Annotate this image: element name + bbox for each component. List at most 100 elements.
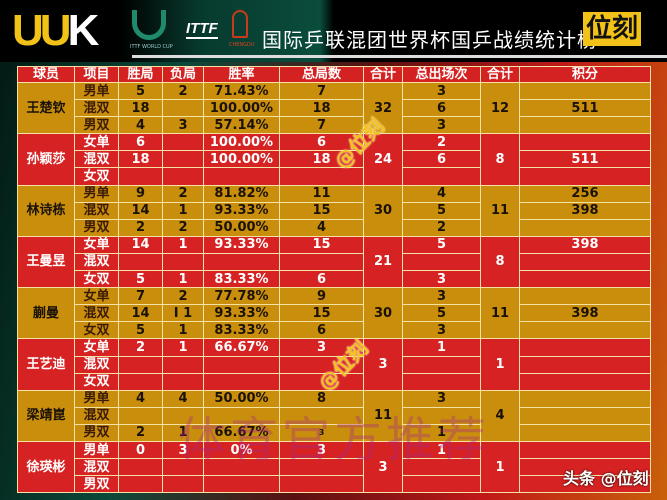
win-rate-cell: 93.33% bbox=[203, 201, 280, 220]
won-cell bbox=[118, 167, 163, 186]
won-cell: 5 bbox=[118, 81, 163, 101]
lost-cell: 1 bbox=[162, 338, 204, 357]
appearances-cell: 4 bbox=[402, 184, 481, 203]
brand-logo: 位刻 bbox=[583, 12, 642, 46]
appearances-total-cell: 1 bbox=[480, 440, 520, 494]
games-cell: 3 bbox=[279, 440, 364, 460]
lost-cell: I 1 bbox=[162, 304, 204, 323]
lost-cell bbox=[162, 133, 204, 152]
appearances-cell bbox=[402, 167, 481, 186]
table-row: 男双 4 3 57.14% 7 3 bbox=[18, 116, 651, 135]
games-cell: 11 bbox=[279, 184, 364, 203]
win-rate-cell: 71.43% bbox=[203, 81, 280, 101]
won-cell: 14 bbox=[118, 201, 163, 220]
divider bbox=[132, 55, 667, 58]
games-cell: 6 bbox=[279, 270, 364, 289]
won-cell: 14 bbox=[118, 304, 163, 323]
won-cell: 18 bbox=[118, 150, 163, 169]
table-row: 女双 5 1 83.33% 6 3 bbox=[18, 270, 651, 289]
win-rate-cell: 93.33% bbox=[203, 235, 280, 254]
watermark-faint: 体育官方推荐 bbox=[178, 412, 491, 468]
games-cell bbox=[279, 475, 364, 494]
appearances-total-cell: 8 bbox=[480, 235, 520, 289]
source-watermark: 头条 @位刻 bbox=[563, 469, 649, 488]
games-cell: 9 bbox=[279, 287, 364, 306]
won-cell bbox=[118, 475, 163, 494]
table-row: 王曼昱 女单 14 1 93.33% 15 21 5 8 398 bbox=[17, 235, 651, 289]
points-cell: 398 bbox=[519, 201, 651, 220]
games-total-cell: 3 bbox=[363, 440, 403, 494]
lost-cell bbox=[162, 167, 204, 186]
appearances-cell: 6 bbox=[402, 150, 481, 169]
player-name: 王楚钦 bbox=[17, 81, 75, 135]
table-row: 男双 2 2 50.00% 4 2 bbox=[18, 218, 651, 237]
games-cell: 15 bbox=[279, 235, 364, 254]
table-row: 混双 bbox=[18, 252, 651, 272]
win-rate-cell: 100.00% bbox=[203, 133, 280, 152]
table-row: 混双 bbox=[18, 355, 651, 374]
appearances-cell: 2 bbox=[402, 133, 481, 152]
points-cell: 256 bbox=[519, 184, 651, 203]
games-cell bbox=[279, 406, 364, 425]
event-cell: 女双 bbox=[74, 167, 119, 186]
games-cell: 3 bbox=[279, 338, 364, 357]
table-row: 女双 bbox=[18, 167, 651, 186]
win-rate-cell bbox=[203, 355, 280, 374]
appearances-cell: 3 bbox=[402, 389, 481, 408]
win-rate-cell: 57.14% bbox=[203, 116, 280, 135]
ittf-logo: ITTF bbox=[186, 20, 218, 39]
event-cell: 男双 bbox=[74, 218, 119, 237]
player-name: 徐瑛彬 bbox=[17, 440, 75, 494]
header-row: 球员 项目 胜局 负局 胜率 总局数 合计 总出场次 合计 积分 bbox=[17, 66, 651, 83]
games-cell bbox=[279, 252, 364, 272]
chengdu-logo bbox=[232, 10, 248, 38]
table-row: 林诗栋 男单 9 2 81.82% 11 30 4 11 256 bbox=[17, 184, 651, 237]
player-name: 蒯曼 bbox=[17, 287, 75, 340]
player-name: 林诗栋 bbox=[17, 184, 75, 237]
win-rate-cell: 50.00% bbox=[203, 389, 280, 408]
games-cell: 18 bbox=[279, 99, 364, 118]
points-cell bbox=[519, 252, 651, 272]
games-total-cell: 30 bbox=[363, 287, 403, 340]
lost-cell bbox=[162, 150, 204, 169]
points-cell bbox=[519, 372, 651, 391]
column-header: 负局 bbox=[162, 66, 204, 83]
appearances-cell: 3 bbox=[402, 270, 481, 289]
event-cell: 女双 bbox=[74, 270, 119, 289]
points-cell bbox=[519, 458, 651, 477]
event-cell: 男双 bbox=[74, 423, 119, 442]
won-cell: 2 bbox=[118, 338, 163, 357]
table-row: 混双 bbox=[18, 458, 651, 477]
games-cell: 15 bbox=[279, 201, 364, 220]
games-cell: 7 bbox=[279, 116, 364, 135]
appearances-total-cell: 8 bbox=[480, 133, 520, 186]
lost-cell bbox=[162, 458, 204, 477]
games-cell bbox=[279, 167, 364, 186]
lost-cell bbox=[162, 372, 204, 391]
event-cell: 混双 bbox=[74, 150, 119, 169]
games-cell: 4 bbox=[279, 218, 364, 237]
lost-cell bbox=[162, 355, 204, 374]
win-rate-cell: 50.00% bbox=[203, 218, 280, 237]
table-row: 混双 18 100.00% 18 6 511 bbox=[18, 99, 651, 118]
column-header: 胜局 bbox=[118, 66, 163, 83]
won-cell: 18 bbox=[118, 99, 163, 118]
appearances-cell: 5 bbox=[402, 304, 481, 323]
points-cell bbox=[519, 321, 651, 340]
win-rate-cell: 77.78% bbox=[203, 287, 280, 306]
games-total-cell: 21 bbox=[363, 235, 403, 289]
appearances-cell: 1 bbox=[402, 338, 481, 357]
column-header: 积分 bbox=[519, 66, 651, 83]
games-cell: 15 bbox=[279, 304, 364, 323]
won-cell bbox=[118, 372, 163, 391]
points-cell bbox=[519, 440, 651, 460]
lost-cell: 2 bbox=[162, 287, 204, 306]
won-cell: 14 bbox=[118, 235, 163, 254]
appearances-cell: 2 bbox=[402, 218, 481, 237]
column-header: 项目 bbox=[74, 66, 119, 83]
points-cell bbox=[519, 338, 651, 357]
table-row: 混双 14 I 1 93.33% 15 5 398 bbox=[18, 304, 651, 323]
appearances-cell bbox=[402, 475, 481, 494]
won-cell: 0 bbox=[118, 440, 163, 460]
table-row: 男双 bbox=[18, 475, 651, 494]
